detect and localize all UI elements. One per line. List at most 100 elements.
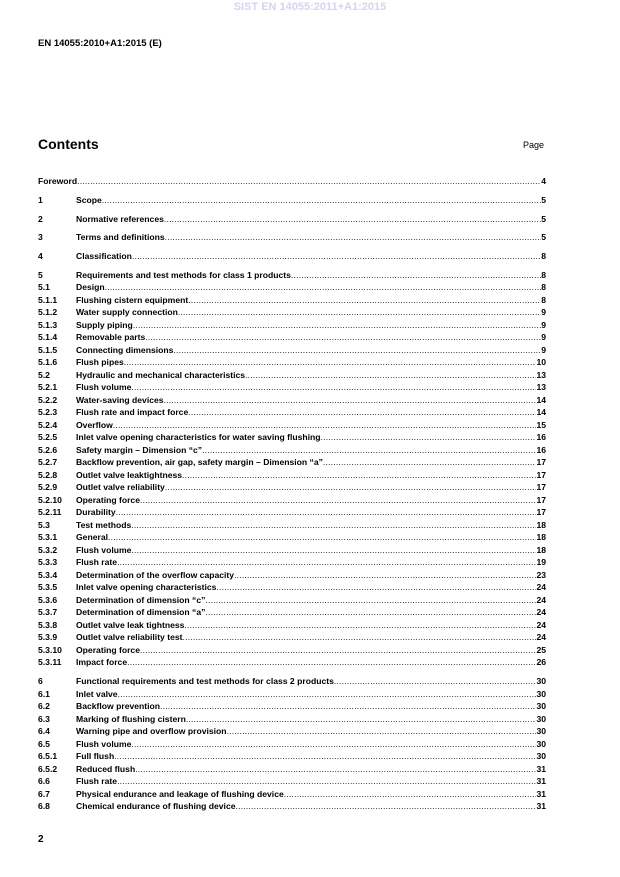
toc-entry[interactable]: 5.2.6 Safety margin – Dimension “c” 16 <box>38 444 546 457</box>
dot-leader <box>145 331 541 344</box>
toc-entry[interactable]: 5.3.1 General 18 <box>38 531 546 544</box>
toc-entry[interactable]: 5.2.9 Outlet valve reliability 17 <box>38 481 546 494</box>
toc-entry-number: 5.2.10 <box>38 494 62 505</box>
toc-entry-page: 30 <box>536 713 546 724</box>
toc-entry[interactable]: 1 Scope 5 <box>38 194 546 207</box>
toc-entry-page: 8 <box>541 282 546 293</box>
toc-entry[interactable]: 5.1.1 Flushing cistern equipment 8 <box>38 294 546 307</box>
toc-entry-page: 24 <box>536 582 546 593</box>
toc-entry[interactable]: 5.1.2 Water supply connection 9 <box>38 306 546 319</box>
toc-entry[interactable]: 5.1.6 Flush pipes 10 <box>38 356 546 369</box>
toc-entry[interactable]: 5.2.8 Outlet valve leaktightness 17 <box>38 469 546 482</box>
toc-entry-number: 5.3.3 <box>38 557 58 568</box>
toc-entry-title: Chemical endurance of flushing device <box>76 801 236 812</box>
toc-entry-page: 16 <box>536 432 546 443</box>
toc-entry[interactable]: 5.2.3 Flush rate and impact force 14 <box>38 406 546 419</box>
toc-entry-title: Determination of dimension “a” <box>76 607 206 618</box>
toc-entry[interactable]: 4 Classification 8 <box>38 250 546 263</box>
toc-entry[interactable]: 6.8 Chemical endurance of flushing device… <box>38 800 546 813</box>
page-column-label: Page <box>523 140 545 150</box>
toc-entry[interactable]: 5.2 Hydraulic and mechanical characterist… <box>38 369 546 382</box>
dot-leader <box>160 700 536 713</box>
toc-entry[interactable]: 6.1 Inlet valve 30 <box>38 688 546 701</box>
dot-leader <box>140 494 536 507</box>
toc-entry[interactable]: 5.1 Design 8 <box>38 281 546 294</box>
dot-leader <box>116 506 537 519</box>
toc-entry[interactable]: 6.5.1 Full flush 30 <box>38 750 546 763</box>
toc-entry-number: 5.2.1 <box>38 382 58 393</box>
toc-entry-page: 18 <box>536 519 546 530</box>
toc-entry[interactable]: 5.3.7 Determination of dimension “a” 24 <box>38 606 546 619</box>
toc-entry-number: 6 <box>38 676 43 687</box>
toc-entry-page: 9 <box>541 344 546 355</box>
dot-leader <box>133 319 541 332</box>
toc-entry-page: 14 <box>536 407 546 418</box>
toc-entry[interactable]: 5.3 Test methods 18 <box>38 519 546 532</box>
toc-entry-number: 5.3.11 <box>38 657 62 668</box>
toc-entry[interactable]: 3 Terms and definitions 5 <box>38 231 546 244</box>
toc-entry[interactable]: 6.4 Warning pipe and overflow provision 30 <box>38 725 546 738</box>
toc-entry-title: Design <box>76 282 105 293</box>
toc-entry[interactable]: 5.3.8 Outlet valve leak tightness 24 <box>38 619 546 632</box>
toc-entry-page: 13 <box>536 369 546 380</box>
toc-entry-number: 6.2 <box>38 701 50 712</box>
toc-entry-number: 5.2.7 <box>38 457 58 468</box>
toc-entry[interactable]: 5.3.6 Determination of dimension “c” 24 <box>38 594 546 607</box>
toc-entry[interactable]: 5.2.7 Backflow prevention, air gap, safet… <box>38 456 546 469</box>
toc-entry[interactable]: 5.3.10 Operating force 25 <box>38 644 546 657</box>
toc-entry[interactable]: 6.5 Flush volume 30 <box>38 738 546 751</box>
toc-entry[interactable]: 5.1.3 Supply piping 9 <box>38 319 546 332</box>
toc-entry[interactable]: 5.3.2 Flush volume 18 <box>38 544 546 557</box>
toc-entry-title: Backflow prevention <box>76 701 161 712</box>
toc-entry[interactable]: 5.2.1 Flush volume 13 <box>38 381 546 394</box>
toc-entry[interactable]: 6.6 Flush rate 31 <box>38 775 546 788</box>
toc-entry[interactable]: 5.3.11 Impact force 26 <box>38 656 546 669</box>
toc-entry-number: 6.6 <box>38 776 50 787</box>
dot-leader <box>173 344 541 357</box>
toc-entry-page: 24 <box>536 619 546 630</box>
toc-entry-number: 5.1 <box>38 282 50 293</box>
toc-entry[interactable]: 6 Functional requirements and test method… <box>38 675 546 688</box>
toc-entry-number: 2 <box>38 213 43 224</box>
toc-entry[interactable]: 5.1.4 Removable parts 9 <box>38 331 546 344</box>
toc-entry-title: Reduced flush <box>76 763 136 774</box>
dot-leader <box>132 250 541 263</box>
toc-entry-title: Flush rate and impact force <box>76 407 189 418</box>
toc-entry[interactable]: 5.3.3 Flush rate 19 <box>38 556 546 569</box>
toc-entry-title: Functional requirements and test methods… <box>76 676 334 687</box>
page-number: 2 <box>38 834 44 845</box>
toc-entry[interactable]: 5.3.4 Determination of the overflow capac… <box>38 569 546 582</box>
toc-entry[interactable]: 5.3.9 Outlet valve reliability test 24 <box>38 631 546 644</box>
toc-entry[interactable]: 6.5.2 Reduced flush 31 <box>38 763 546 776</box>
toc-entry[interactable]: 6.2 Backflow prevention 30 <box>38 700 546 713</box>
toc-entry-number: 5.2.3 <box>38 407 58 418</box>
toc-entry-title: Physical endurance and leakage of flushi… <box>76 788 284 799</box>
toc-entry[interactable]: 5.2.11 Durability 17 <box>38 506 546 519</box>
toc-entry-page: 30 <box>536 688 546 699</box>
toc-entry[interactable]: 5.2.5 Inlet valve opening characteristics… <box>38 431 546 444</box>
toc-entry-title: Classification <box>76 251 132 262</box>
toc-entry-number: 5.3.10 <box>38 644 62 655</box>
toc-entry-page: 9 <box>541 307 546 318</box>
toc-entry[interactable]: 5.2.2 Water-saving devices 14 <box>38 394 546 407</box>
toc-entry-title: Marking of flushing cistern <box>76 713 186 724</box>
toc-entry-title: Determination of dimension “c” <box>76 594 206 605</box>
toc-entry-page: 30 <box>536 676 546 687</box>
toc-entry-page: 23 <box>536 569 546 580</box>
toc-entry-number: 6.7 <box>38 788 50 799</box>
toc-entry[interactable]: 5 Requirements and test methods for class… <box>38 269 546 282</box>
toc-entry[interactable]: 5.1.5 Connecting dimensions 9 <box>38 344 546 357</box>
toc-entry-title: Inlet valve opening characteristics for … <box>76 432 321 443</box>
toc-entry[interactable]: 5.2.10 Operating force 17 <box>38 494 546 507</box>
toc-entry[interactable]: 6.3 Marking of flushing cistern 30 <box>38 713 546 726</box>
toc-entry-title: Outlet valve reliability <box>76 482 165 493</box>
toc-entry[interactable]: 2 Normative references 5 <box>38 213 546 226</box>
toc-entry-number: 1 <box>38 194 43 205</box>
toc-entry-number: 6.5.2 <box>38 763 58 774</box>
toc-entry[interactable]: Foreword 4 <box>38 175 546 188</box>
toc-entry[interactable]: 6.7 Physical endurance and leakage of flu… <box>38 788 546 801</box>
toc-entry[interactable]: 5.2.4 Overflow 15 <box>38 419 546 432</box>
toc-entry[interactable]: 5.3.5 Inlet valve opening characteristics… <box>38 581 546 594</box>
toc-entry-page: 10 <box>536 357 546 368</box>
dot-leader <box>131 519 536 532</box>
